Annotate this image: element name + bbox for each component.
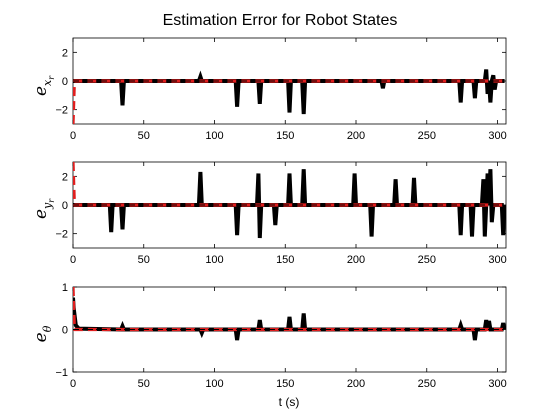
x-tick-label: 300	[488, 254, 506, 266]
y-tick-label: −2	[55, 105, 68, 117]
y-tick-label: 0	[62, 200, 68, 212]
y-axis-label: exr	[31, 75, 56, 96]
x-tick-label: 200	[347, 254, 365, 266]
y-axis-label: eθ	[31, 325, 54, 342]
x-tick-label: 150	[276, 254, 294, 266]
x-tick-label: 50	[138, 378, 150, 390]
x-tick-label: 50	[138, 130, 150, 142]
x-tick-label: 150	[276, 130, 294, 142]
y-tick-label: 1	[62, 282, 68, 294]
x-tick-label: 0	[70, 378, 76, 390]
y-tick-label: 2	[62, 47, 68, 59]
y-tick-label: 0	[62, 76, 68, 88]
y-tick-label: 2	[62, 171, 68, 183]
chart-title: Estimation Error for Robot States	[163, 12, 398, 29]
subplot-2: 0 50 100 150 200 250 300 −2 0 2 eyr	[31, 161, 507, 266]
x-tick-label: 100	[205, 254, 223, 266]
x-tick-label: 50	[138, 254, 150, 266]
y-tick-label: −1	[55, 367, 68, 379]
x-axis-label: t (s)	[279, 395, 300, 409]
y-tick-label: −2	[55, 229, 68, 241]
y-axis-label: eyr	[31, 198, 56, 219]
x-tick-label: 250	[418, 378, 436, 390]
x-tick-label: 250	[418, 130, 436, 142]
x-tick-label: 100	[205, 378, 223, 390]
x-tick-label: 300	[488, 130, 506, 142]
y-tick-label: 0	[62, 325, 68, 337]
x-tick-label: 100	[205, 130, 223, 142]
x-tick-label: 200	[347, 378, 365, 390]
x-tick-label: 150	[276, 378, 294, 390]
x-tick-label: 250	[418, 254, 436, 266]
subplot-1: 0 50 100 150 200 250 300 −2 0 2 exr	[31, 37, 507, 142]
x-tick-label: 0	[70, 254, 76, 266]
x-tick-label: 0	[70, 130, 76, 142]
x-tick-label: 300	[488, 378, 506, 390]
x-tick-label: 200	[347, 130, 365, 142]
